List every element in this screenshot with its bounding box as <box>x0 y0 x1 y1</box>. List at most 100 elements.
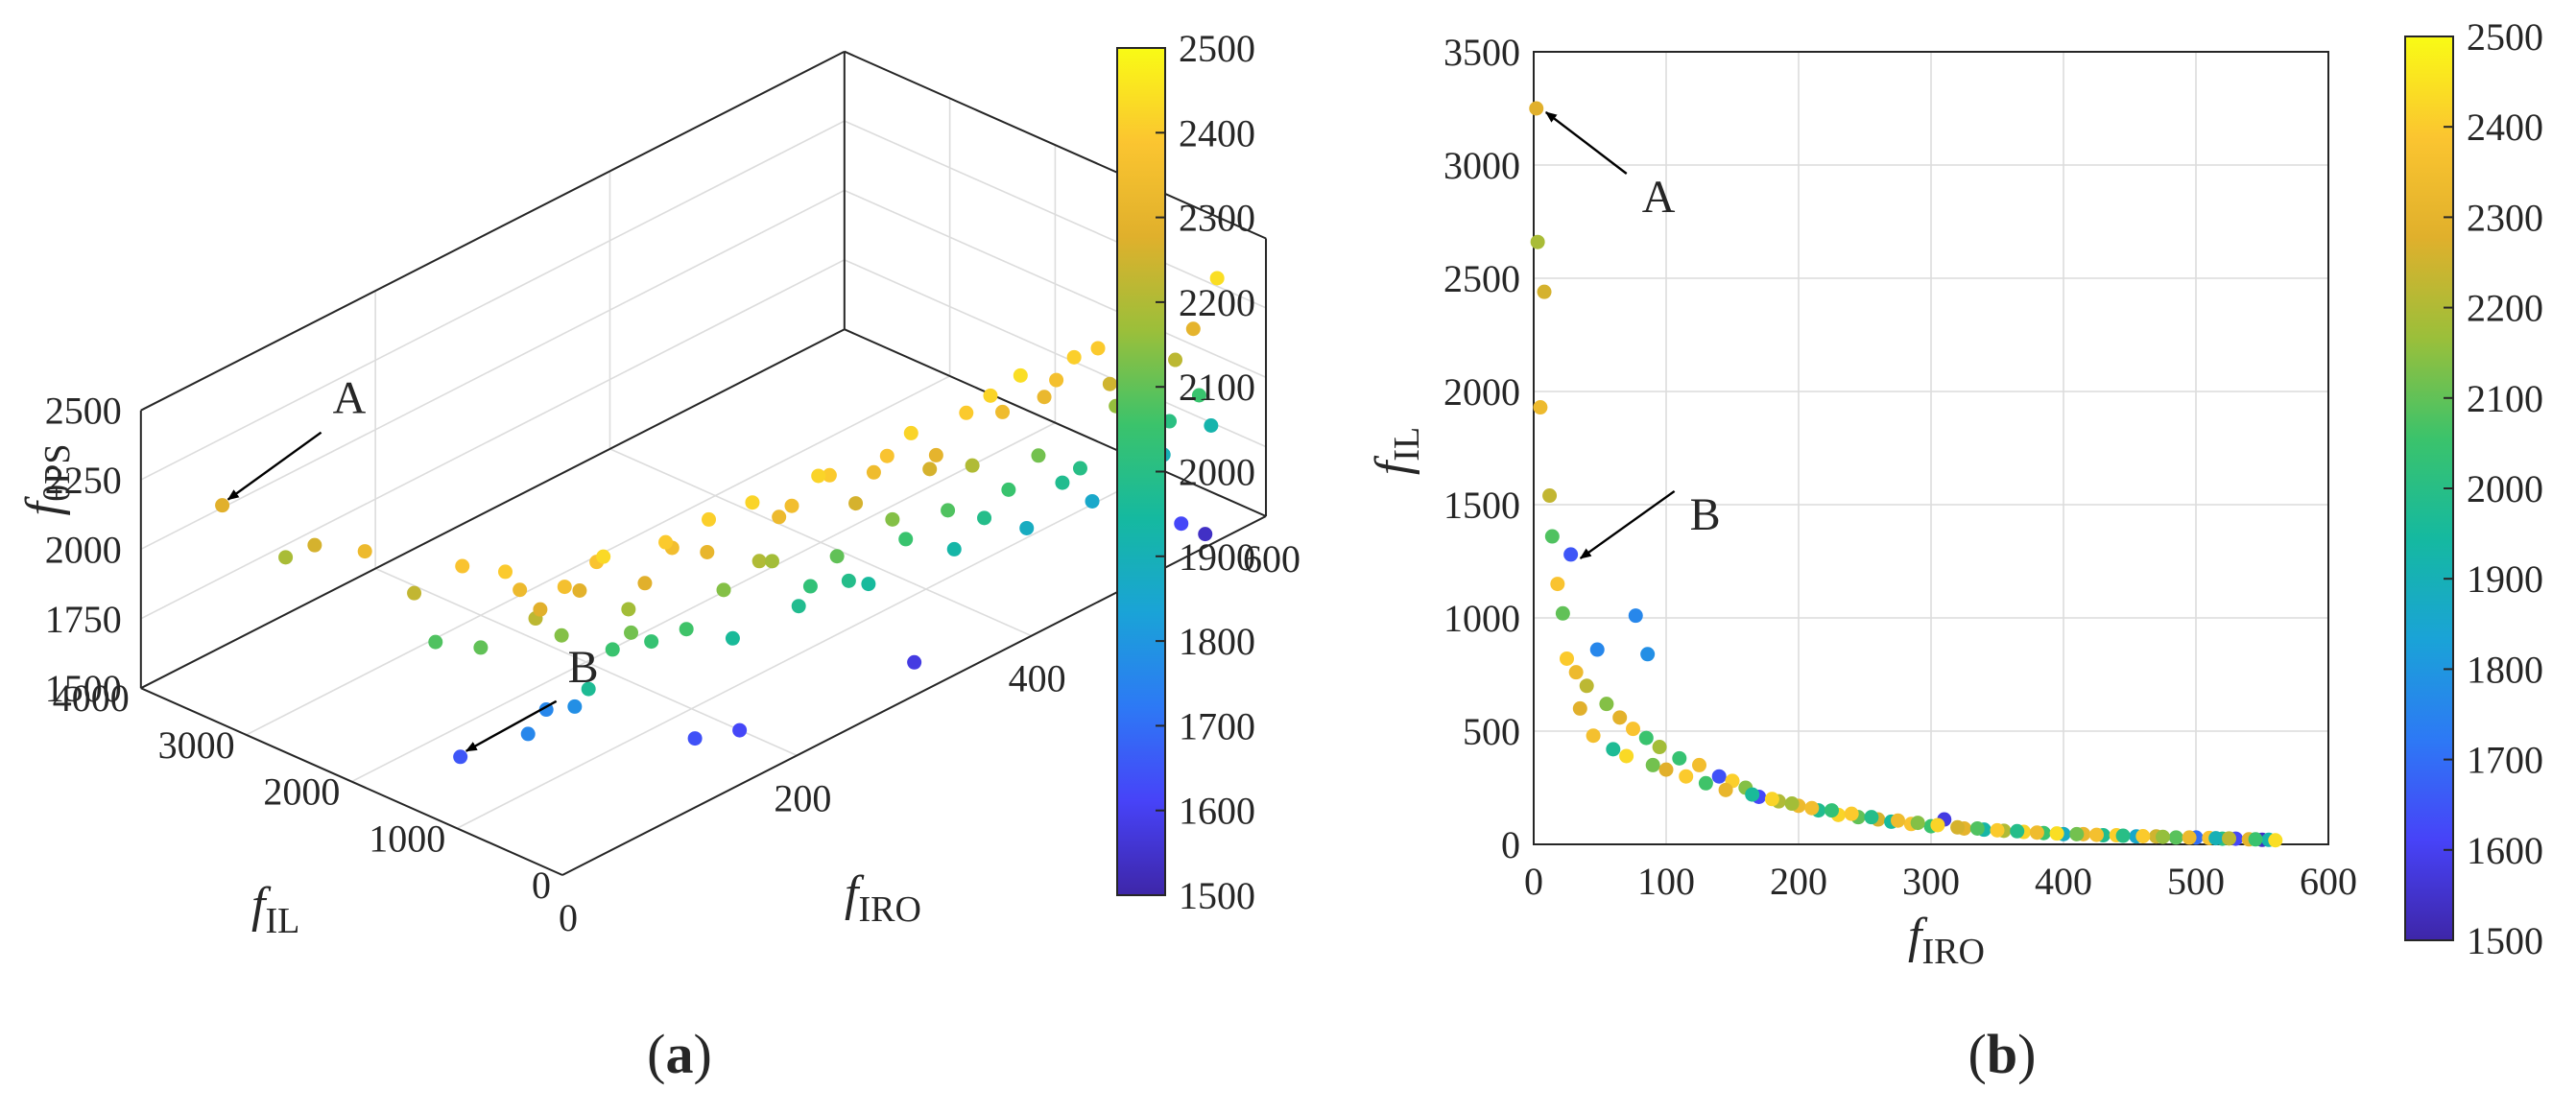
point-3d <box>959 405 974 420</box>
point-2d <box>1692 757 1706 772</box>
z-tick-label: 2500 <box>45 390 122 433</box>
point-2d <box>1891 813 1905 828</box>
point-3d <box>732 722 748 738</box>
x-tick-label: 200 <box>1770 860 1827 903</box>
point-3d <box>700 544 715 559</box>
point-3d <box>455 558 470 574</box>
point-3d <box>1090 341 1106 356</box>
colorbar-tick-label: 2500 <box>2467 15 2543 59</box>
colorbar-tick-label: 1900 <box>2467 557 2543 601</box>
point-3d <box>278 550 294 565</box>
point-2d <box>1640 647 1656 662</box>
panel-b-tick-labels: 0 100 200 300 400 500 600 0 500 1000 1500 2000 2500 3… <box>1443 31 2357 903</box>
point-3d <box>772 509 787 525</box>
point-2d <box>1619 748 1634 764</box>
x-tick-label: 600 <box>2300 860 2357 903</box>
point-2d <box>2135 829 2151 844</box>
colorbar-tick-label: 2400 <box>1179 111 1255 154</box>
x-tick-label: 100 <box>1637 860 1695 903</box>
point-2d <box>1612 710 1628 725</box>
annotation-arrow <box>465 699 558 752</box>
panel-b-points <box>1529 101 2283 848</box>
point-2d <box>1698 775 1713 791</box>
colorbar-tick-label: 2200 <box>2467 287 2543 330</box>
annotation-label: B <box>568 642 599 693</box>
wall-gridline-z <box>140 120 846 481</box>
point-2d <box>2156 829 2170 844</box>
point-3d <box>898 532 914 547</box>
point-3d <box>941 503 956 518</box>
point-3d <box>473 640 489 655</box>
point-2d <box>2248 832 2263 847</box>
point-3d <box>498 564 513 580</box>
point-3d <box>513 582 528 598</box>
box-edge <box>844 50 1267 240</box>
point-3d <box>407 585 422 601</box>
y-tick-label: 1000 <box>369 817 445 860</box>
point-2d <box>1930 817 1945 833</box>
point-3d <box>861 577 876 592</box>
y-tick-label: 3000 <box>1443 144 1520 187</box>
panel-a-xlabel: fIRO <box>845 866 921 930</box>
point-2d <box>1626 722 1640 737</box>
panel-a-axes <box>139 50 1268 876</box>
point-2d <box>2010 823 2025 839</box>
x-tick-label: 400 <box>2035 860 2092 903</box>
point-3d <box>977 510 992 526</box>
point-3d <box>1102 376 1117 391</box>
point-2d <box>1658 762 1674 777</box>
point-3d <box>1209 271 1225 286</box>
y-tick-label: 0 <box>532 864 551 907</box>
point-3d <box>1066 349 1082 365</box>
colorbar-tick-label: 1800 <box>2467 648 2543 691</box>
panel-a-annotations: AB <box>227 373 599 752</box>
point-3d <box>596 549 611 564</box>
point-3d <box>866 464 881 480</box>
point-3d <box>1185 321 1201 337</box>
point-3d <box>1198 527 1213 542</box>
point-2d <box>1560 651 1574 666</box>
z-tick-label: 2000 <box>45 528 122 571</box>
x-tick-label: 200 <box>774 776 831 819</box>
point-3d <box>811 468 826 484</box>
point-2d <box>1599 697 1614 712</box>
point-3d <box>829 549 845 564</box>
point-3d <box>624 625 639 640</box>
point-3d <box>307 537 322 553</box>
colorbar-tick-label: 2300 <box>2467 196 2543 239</box>
y-tick-label: 500 <box>1463 710 1520 753</box>
point-3d <box>946 541 962 556</box>
colorbar-tick-label: 1600 <box>1179 790 1255 833</box>
floor-gridline-y <box>351 421 1056 783</box>
colorbar-tick-label: 2400 <box>2467 106 2543 149</box>
x-tick-label: 0 <box>559 896 578 939</box>
point-3d <box>822 467 837 483</box>
point-3d <box>1168 352 1183 367</box>
point-3d <box>679 622 694 637</box>
point-2d <box>1844 806 1859 821</box>
colorbar-tick-label: 2300 <box>1179 197 1255 240</box>
panel-b-xlabel: fIRO <box>1908 909 1985 972</box>
y-tick-label: 0 <box>1501 823 1520 866</box>
point-3d <box>802 579 818 594</box>
panel-b-chart: 0 100 200 300 400 500 600 0 500 1000 1500 2000 2500 3… <box>1366 31 2357 1085</box>
point-2d <box>1950 819 1966 835</box>
point-3d <box>533 602 548 617</box>
point-2d <box>1910 816 1925 831</box>
x-tick-label: 400 <box>1009 657 1066 700</box>
point-3d <box>1204 418 1219 434</box>
annotation-label: B <box>1690 489 1721 540</box>
point-2d <box>2208 831 2224 846</box>
colorbar-tick-label: 2100 <box>1179 366 1255 409</box>
y-tick-label: 4000 <box>53 676 130 720</box>
point-2d <box>1542 488 1558 504</box>
point-2d <box>1537 284 1552 299</box>
annotation-arrow <box>227 431 322 501</box>
point-3d <box>215 498 230 513</box>
point-3d <box>520 726 536 742</box>
y-tick-label: 2500 <box>1443 257 1520 300</box>
point-2d <box>1555 605 1570 621</box>
panel-a-gridlines <box>140 50 1267 876</box>
colorbar-tick-label: 2000 <box>2467 467 2543 510</box>
point-3d <box>745 495 760 510</box>
